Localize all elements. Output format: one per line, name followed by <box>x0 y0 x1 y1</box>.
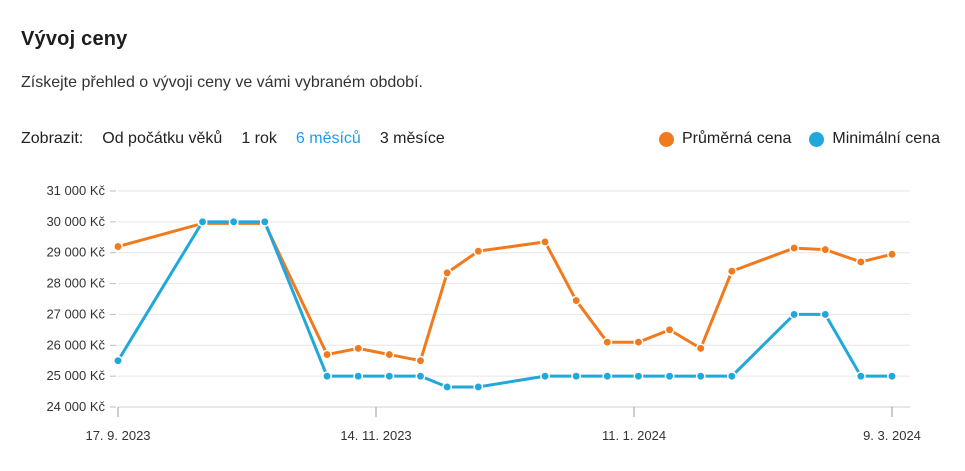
minimum-price-point <box>322 371 333 382</box>
minimum-price-point <box>113 355 123 366</box>
page-subtitle: Získejte přehled o vývoji ceny ve vámi v… <box>21 74 423 91</box>
minimum-price-point <box>602 371 613 382</box>
minimum-price-point <box>540 371 550 382</box>
average-price-point <box>633 337 644 348</box>
average-price-line <box>116 221 894 363</box>
minimum-price-point <box>789 309 800 320</box>
y-tick-label: 30 000 Kč <box>46 214 105 229</box>
period-selector: Zobrazit: Od počátku věků 1 rok 6 měsíců… <box>21 130 464 148</box>
average-price-point <box>789 243 800 254</box>
minimum-price-point <box>820 309 831 320</box>
y-tick-label: 26 000 Kč <box>46 337 105 352</box>
page-title: Vývoj ceny <box>21 28 128 50</box>
legend-dot-average <box>659 131 674 147</box>
average-price-point <box>602 337 613 348</box>
average-price-point <box>571 295 582 306</box>
minimum-price-point <box>695 371 706 382</box>
x-tick-label: 14. 11. 2023 <box>340 428 411 443</box>
minimum-price-point <box>473 381 484 392</box>
period-option-all[interactable]: Od počátku věků <box>102 130 223 147</box>
legend-label-average: Průměrná cena <box>682 130 792 147</box>
period-label: Zobrazit: <box>21 130 84 147</box>
minimum-price-point <box>887 371 897 382</box>
minimum-price-point <box>855 371 866 382</box>
average-price-point <box>415 355 426 366</box>
minimum-price-point <box>415 371 426 382</box>
y-tick-label: 24 000 Kč <box>46 399 105 414</box>
average-price-point <box>726 266 737 277</box>
average-price-point <box>442 267 453 278</box>
minimum-price-point <box>442 381 453 392</box>
average-price-point <box>664 324 675 335</box>
average-price-point <box>540 236 550 247</box>
average-price-point <box>384 349 395 360</box>
average-price-point <box>887 249 897 260</box>
legend-item-average[interactable]: Průměrná cena <box>659 130 791 148</box>
average-price-point <box>353 343 364 354</box>
x-tick-label: 11. 1. 2024 <box>602 428 666 443</box>
x-tick-label: 17. 9. 2023 <box>85 428 150 443</box>
period-option-6-months[interactable]: 6 měsíců <box>295 130 361 147</box>
period-option-1-year[interactable]: 1 rok <box>241 130 277 147</box>
y-tick-label: 28 000 Kč <box>46 276 105 291</box>
minimum-price-point <box>197 216 208 227</box>
average-price-point <box>820 244 831 255</box>
average-price-point <box>695 343 706 354</box>
chart-legend: Průměrná cena Minimální cena <box>641 130 940 148</box>
y-tick-label: 29 000 Kč <box>46 245 105 260</box>
minimum-price-point <box>571 371 582 382</box>
minimum-price-point <box>633 371 644 382</box>
legend-label-minimum: Minimální cena <box>832 130 940 147</box>
average-price-point <box>855 257 866 267</box>
minimum-price-point <box>384 371 395 382</box>
legend-dot-minimum <box>809 131 825 147</box>
minimum-price-point <box>353 371 364 382</box>
average-price-point <box>322 349 333 360</box>
minimum-price-point <box>664 371 675 382</box>
minimum-price-point <box>259 216 270 227</box>
minimum-price-point <box>726 371 737 382</box>
minimum-price-point <box>228 216 239 227</box>
y-tick-label: 31 000 Kč <box>46 183 105 198</box>
period-option-3-months[interactable]: 3 měsíce <box>379 130 445 147</box>
average-price-point <box>113 241 123 252</box>
y-tick-label: 27 000 Kč <box>46 306 105 321</box>
legend-item-minimum[interactable]: Minimální cena <box>809 130 940 148</box>
y-tick-label: 25 000 Kč <box>46 368 105 383</box>
x-tick-label: 9. 3. 2024 <box>863 428 921 443</box>
average-price-point <box>473 246 484 257</box>
